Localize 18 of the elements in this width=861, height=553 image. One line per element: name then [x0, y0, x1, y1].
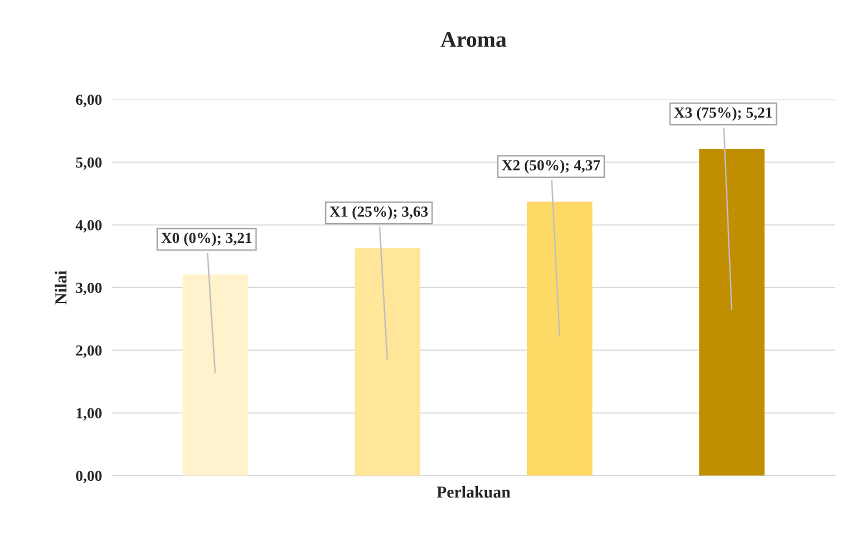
- y-tick-label: 5,00: [76, 157, 102, 170]
- data-label: X2 (50%); 4,37: [502, 160, 600, 174]
- bar: [354, 248, 420, 476]
- y-tick-label: 1,00: [76, 408, 102, 421]
- bar: [699, 149, 765, 476]
- bar: [182, 274, 248, 476]
- y-tick-label: 0,00: [76, 470, 102, 484]
- bar: [526, 202, 592, 476]
- y-tick-label: 4,00: [76, 220, 102, 233]
- y-tick-label: 2,00: [76, 345, 102, 358]
- chart-title: Aroma: [440, 32, 506, 47]
- y-tick-label: 6,00: [76, 94, 102, 108]
- data-label: X3 (75%); 5,21: [674, 106, 772, 121]
- data-label: X0 (0%); 3,21: [161, 232, 252, 246]
- data-label: X1 (25%); 3,63: [330, 206, 428, 220]
- y-axis-title: Nilai: [54, 270, 67, 304]
- y-tick-label: 3,00: [76, 282, 102, 296]
- x-axis-title: Perlakuan: [436, 486, 510, 498]
